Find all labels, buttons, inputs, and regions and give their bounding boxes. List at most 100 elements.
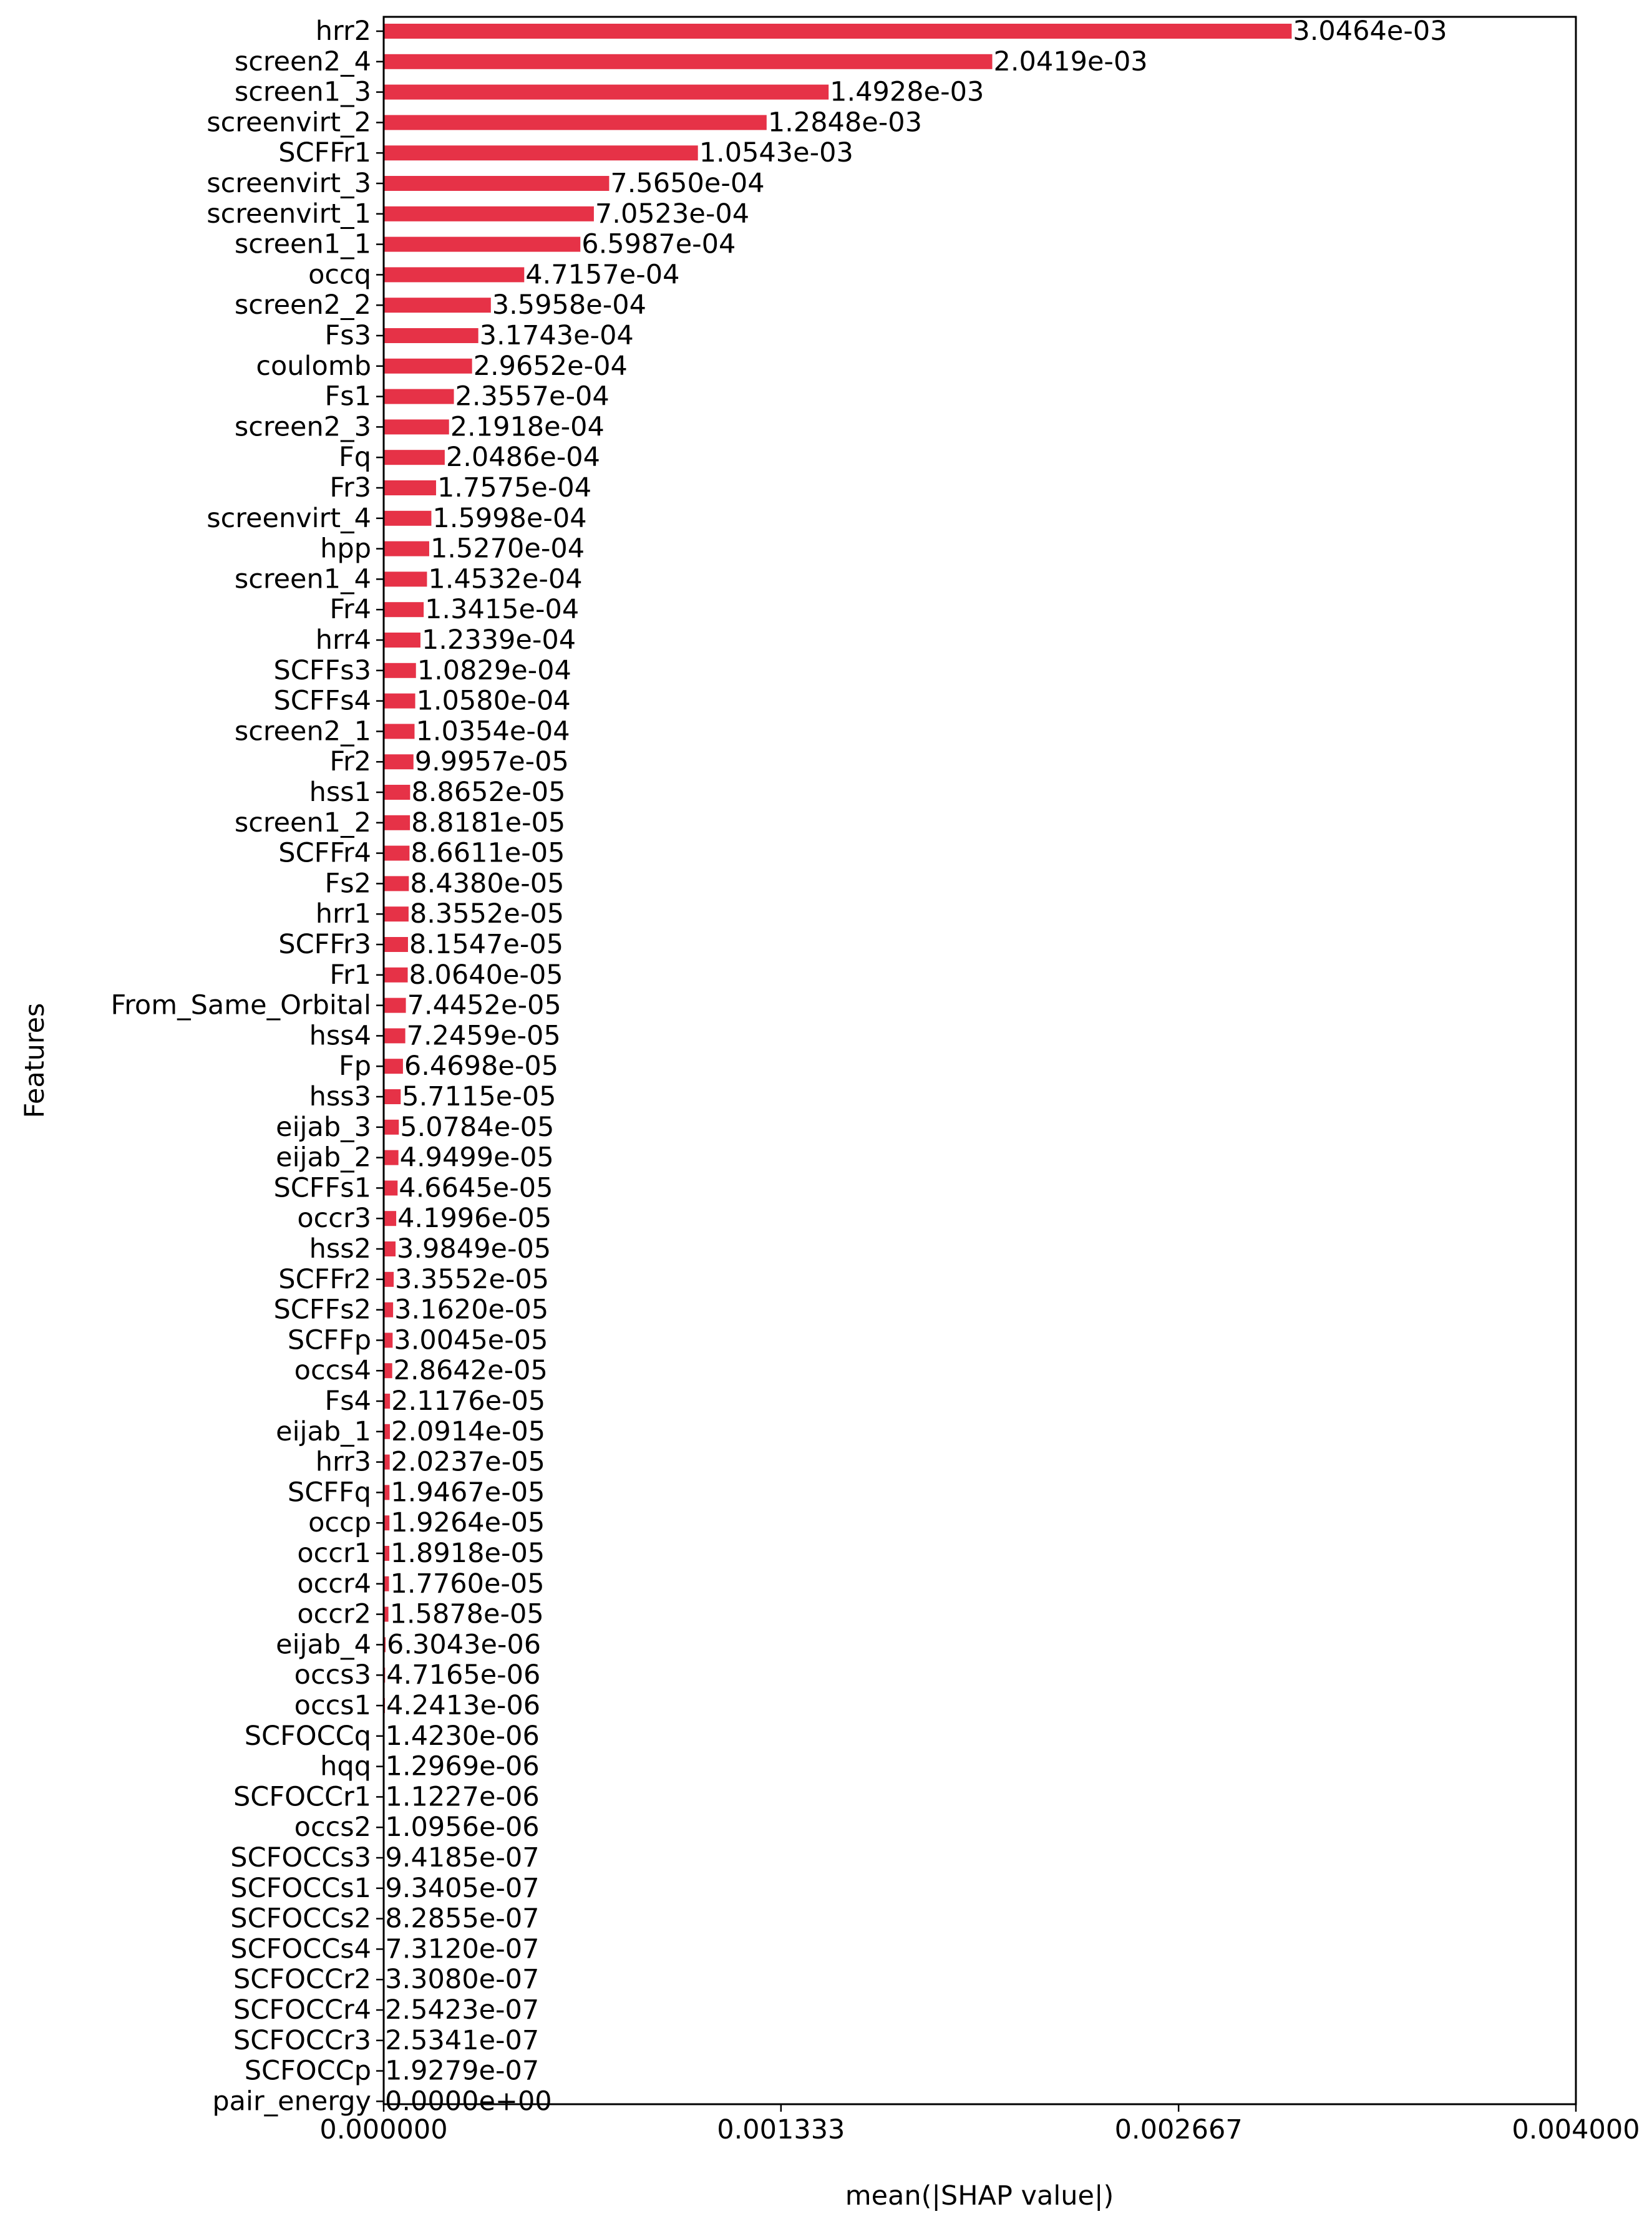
- bar-value-label: 1.5878e-05: [390, 1599, 544, 1630]
- bar-value-label: 2.1918e-04: [450, 411, 605, 442]
- bar-value-label: 4.1996e-05: [397, 1203, 551, 1234]
- bar-value-label: 4.7157e-04: [525, 259, 679, 290]
- bar-value-label: 1.4532e-04: [428, 563, 582, 595]
- y-tick-label: SCFOCCp: [245, 2056, 371, 2087]
- bar-value-label: 8.3552e-05: [410, 898, 564, 930]
- bar-value-label: 4.2413e-06: [386, 1690, 540, 1721]
- bar-screenvirt_3: [384, 176, 609, 191]
- bar-Fr3: [384, 480, 436, 495]
- bar-value-label: 3.1620e-05: [394, 1294, 548, 1326]
- bar-Fs4: [384, 1394, 390, 1409]
- bar-value-label: 1.5270e-04: [430, 533, 585, 565]
- y-tick-label: screen2_1: [235, 716, 371, 747]
- bar-value-label: 1.0580e-04: [417, 686, 571, 717]
- bar-screenvirt_1: [384, 206, 594, 221]
- y-tick-label: screen1_2: [235, 807, 371, 838]
- y-tick-label: SCFFr4: [278, 838, 371, 869]
- bar-value-label: 8.1547e-05: [409, 929, 563, 960]
- bar-coulomb: [384, 359, 472, 374]
- y-tick-label: screenvirt_4: [206, 503, 371, 534]
- bar-SCFFs1: [384, 1180, 397, 1195]
- bar-value-label: 8.0640e-05: [409, 959, 563, 991]
- y-tick-label: eijab_3: [276, 1112, 371, 1143]
- bar-value-label: 2.0486e-04: [446, 442, 600, 473]
- y-tick-label: screen2_2: [235, 289, 371, 321]
- bar-value-label: 6.5987e-04: [581, 229, 736, 260]
- bar-value-label: 1.2339e-04: [422, 624, 576, 656]
- y-tick-label: screen1_4: [235, 563, 371, 595]
- bar-screen2_1: [384, 724, 414, 739]
- bar-value-label: 1.9264e-05: [391, 1507, 545, 1538]
- bar-value-label: 4.9499e-05: [400, 1142, 554, 1173]
- bar-value-label: 6.3043e-06: [387, 1629, 541, 1660]
- bar-Fr4: [384, 602, 424, 617]
- y-tick-label: SCFFr2: [278, 1264, 371, 1295]
- bar-value-label: 2.5341e-07: [385, 2025, 539, 2056]
- y-tick-label: screen2_4: [235, 46, 371, 77]
- bar-screenvirt_4: [384, 511, 431, 526]
- y-tick-label: Fr2: [329, 746, 371, 777]
- y-tick-label: Fr4: [329, 594, 371, 625]
- x-tick-label: 0.000000: [319, 2114, 447, 2145]
- bar-Fs3: [384, 328, 479, 343]
- y-tick-label: screen1_1: [235, 229, 371, 260]
- bar-SCFFs3: [384, 663, 416, 678]
- y-tick-label: screenvirt_2: [206, 107, 371, 138]
- bar-value-label: 3.0045e-05: [394, 1324, 548, 1356]
- bar-value-label: 6.4698e-05: [404, 1051, 558, 1082]
- bar-value-label: 1.4928e-03: [830, 77, 984, 108]
- bar-occs4: [384, 1363, 392, 1378]
- x-tick-label: 0.002667: [1115, 2114, 1243, 2145]
- bar-value-label: 2.3557e-04: [455, 381, 610, 412]
- y-tick-label: Fs2: [325, 868, 372, 899]
- bar-value-label: 8.4380e-05: [410, 868, 564, 899]
- bar-value-label: 1.9279e-07: [385, 2056, 539, 2087]
- y-tick-label: occs4: [294, 1355, 371, 1386]
- y-tick-label: SCFOCCq: [245, 1721, 371, 1752]
- bar-screen2_2: [384, 298, 491, 313]
- bar-value-label: 3.5958e-04: [492, 289, 646, 321]
- y-tick-label: hrr2: [316, 16, 371, 47]
- bar-screen2_3: [384, 419, 449, 434]
- y-tick-label: hss1: [309, 777, 371, 808]
- y-tick-label: occp: [308, 1507, 371, 1538]
- bar-value-label: 2.1176e-05: [391, 1386, 545, 1417]
- bar-value-label: 2.8642e-05: [394, 1355, 548, 1386]
- y-tick-label: SCFOCCr1: [233, 1781, 371, 1812]
- bar-value-label: 7.5650e-04: [610, 168, 764, 199]
- y-tick-label: SCFOCCr3: [233, 2025, 371, 2056]
- bar-screen1_2: [384, 815, 410, 830]
- y-tick-label: hpp: [320, 533, 371, 565]
- y-tick-label: occr4: [297, 1568, 371, 1600]
- bar-value-label: 4.7165e-06: [386, 1659, 540, 1691]
- y-tick-label: SCFOCCs3: [230, 1842, 371, 1873]
- y-tick-label: SCFFp: [288, 1324, 371, 1356]
- bar-value-label: 8.2855e-07: [385, 1903, 539, 1935]
- bar-hrr4: [384, 633, 420, 648]
- y-tick-label: Fq: [339, 442, 371, 473]
- y-tick-label: hss3: [309, 1081, 371, 1112]
- y-tick-label: eijab_4: [276, 1629, 371, 1660]
- bar-value-label: 3.3080e-07: [385, 1964, 539, 1995]
- x-tick-label: 0.004000: [1512, 2114, 1640, 2145]
- y-tick-label: SCFOCCs4: [230, 1933, 371, 1964]
- bar-screen1_3: [384, 85, 828, 100]
- bar-value-label: 3.3552e-05: [395, 1264, 549, 1295]
- bar-value-label: 7.0523e-04: [595, 198, 749, 230]
- bar-value-label: 1.1227e-06: [386, 1781, 540, 1812]
- bar-screen2_4: [384, 54, 993, 69]
- bar-From_Same_Orbital: [384, 998, 406, 1013]
- y-tick-label: SCFOCCs2: [230, 1903, 371, 1935]
- bar-Fs1: [384, 389, 454, 404]
- bar-value-label: 2.0237e-05: [391, 1447, 545, 1478]
- x-axis-title: mean(|SHAP value|): [845, 2180, 1114, 2211]
- bar-value-label: 1.0354e-04: [415, 716, 570, 747]
- y-tick-label: occr2: [297, 1599, 371, 1630]
- bar-value-label: 1.7575e-04: [437, 472, 591, 503]
- bar-value-label: 1.2969e-06: [386, 1751, 540, 1782]
- bar-value-label: 9.4185e-07: [385, 1842, 539, 1873]
- bar-value-label: 9.3405e-07: [385, 1873, 539, 1904]
- bar-hss4: [384, 1028, 406, 1043]
